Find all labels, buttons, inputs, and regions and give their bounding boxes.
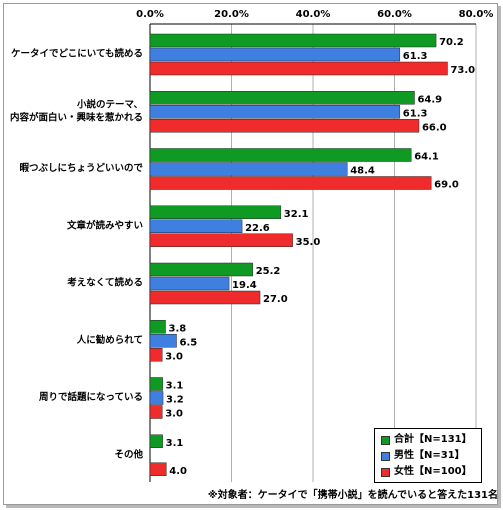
legend-item-male: 男性【N=31】	[381, 448, 477, 464]
bar-female	[149, 233, 293, 247]
data-label-male: 22.6	[245, 223, 270, 234]
bar-total	[149, 320, 166, 334]
category-label: 考えなくて読める	[67, 277, 143, 289]
legend-swatch-female	[381, 467, 390, 477]
data-label-female: 27.0	[263, 294, 288, 305]
data-label-total: 64.9	[417, 94, 442, 105]
bar-female	[149, 61, 448, 76]
bar-female	[149, 462, 167, 476]
legend-label-male: 男性【N=31】	[394, 450, 465, 461]
data-label-male: 61.3	[403, 108, 428, 119]
bar-total	[149, 377, 163, 391]
data-label-total: 25.2	[256, 266, 281, 277]
legend-item-total: 合計【N=131】	[381, 432, 477, 448]
bar-male	[149, 334, 177, 348]
bar-male	[149, 105, 401, 119]
legend-swatch-male	[381, 451, 390, 461]
category-label: 内容が面白い・興味を惹かれる	[10, 111, 143, 123]
data-label-female: 4.0	[169, 466, 187, 477]
legend-label-female: 女性【N=100】	[394, 466, 472, 477]
data-label-total: 3.1	[166, 438, 184, 449]
category-label: 文章が読みやすい	[66, 219, 143, 231]
x-tick-label: 20.0%	[214, 9, 249, 20]
bar-total	[149, 262, 253, 277]
data-label-total: 64.1	[414, 152, 439, 163]
bar-male	[149, 47, 401, 62]
x-tick-label: 80.0%	[459, 9, 494, 20]
legend-item-female: 女性【N=100】	[381, 464, 477, 480]
bar-total	[149, 434, 163, 448]
bar-female	[149, 290, 261, 305]
category-label: 周りで話題になっている	[39, 391, 143, 403]
data-label-female: 35.0	[296, 237, 321, 248]
category-label: ケータイでどこにいても読める	[11, 48, 143, 60]
data-label-total: 32.1	[284, 209, 309, 220]
bar-male	[149, 219, 243, 233]
legend-label-total: 合計【N=131】	[394, 434, 472, 445]
data-label-female: 66.0	[422, 122, 447, 133]
bar-female	[149, 119, 420, 133]
bar-total	[149, 33, 437, 48]
x-tick-label: 0.0%	[136, 9, 164, 20]
category-label: 小説のテーマ、	[76, 98, 143, 110]
data-label-female: 73.0	[450, 65, 475, 76]
data-label-female: 3.0	[165, 351, 183, 362]
bar-female	[149, 348, 163, 362]
data-label-total: 3.8	[168, 323, 186, 334]
data-label-male: 6.5	[179, 337, 197, 348]
data-label-female: 3.0	[165, 409, 183, 420]
category-label: 暇つぶしにちょうどいいので	[19, 162, 143, 174]
legend-swatch-total	[381, 435, 390, 445]
category-label: その他	[114, 448, 143, 460]
bar-total	[149, 91, 415, 105]
category-label: 人に勧められて	[77, 334, 143, 346]
data-label-male: 48.4	[350, 166, 375, 177]
footnote: ※対象者：ケータイで「携帯小説」を読んでいると答えた131名	[207, 490, 498, 501]
data-label-male: 61.3	[403, 51, 428, 62]
data-label-total: 3.1	[166, 381, 184, 392]
bar-male	[149, 391, 164, 405]
legend: 合計【N=131】 男性【N=31】 女性【N=100】	[374, 428, 482, 483]
data-label-male: 19.4	[232, 280, 257, 291]
bar-female	[149, 405, 163, 419]
bar-male	[149, 162, 348, 176]
bar-female	[149, 176, 432, 190]
data-label-female: 69.0	[434, 180, 459, 191]
x-tick-label: 40.0%	[296, 9, 331, 20]
bar-total	[149, 148, 412, 162]
x-tick-label: 60.0%	[377, 9, 412, 20]
bar-total	[149, 205, 282, 219]
bar-male	[149, 276, 230, 291]
data-label-male: 3.2	[166, 395, 184, 406]
data-label-total: 70.2	[439, 37, 464, 48]
